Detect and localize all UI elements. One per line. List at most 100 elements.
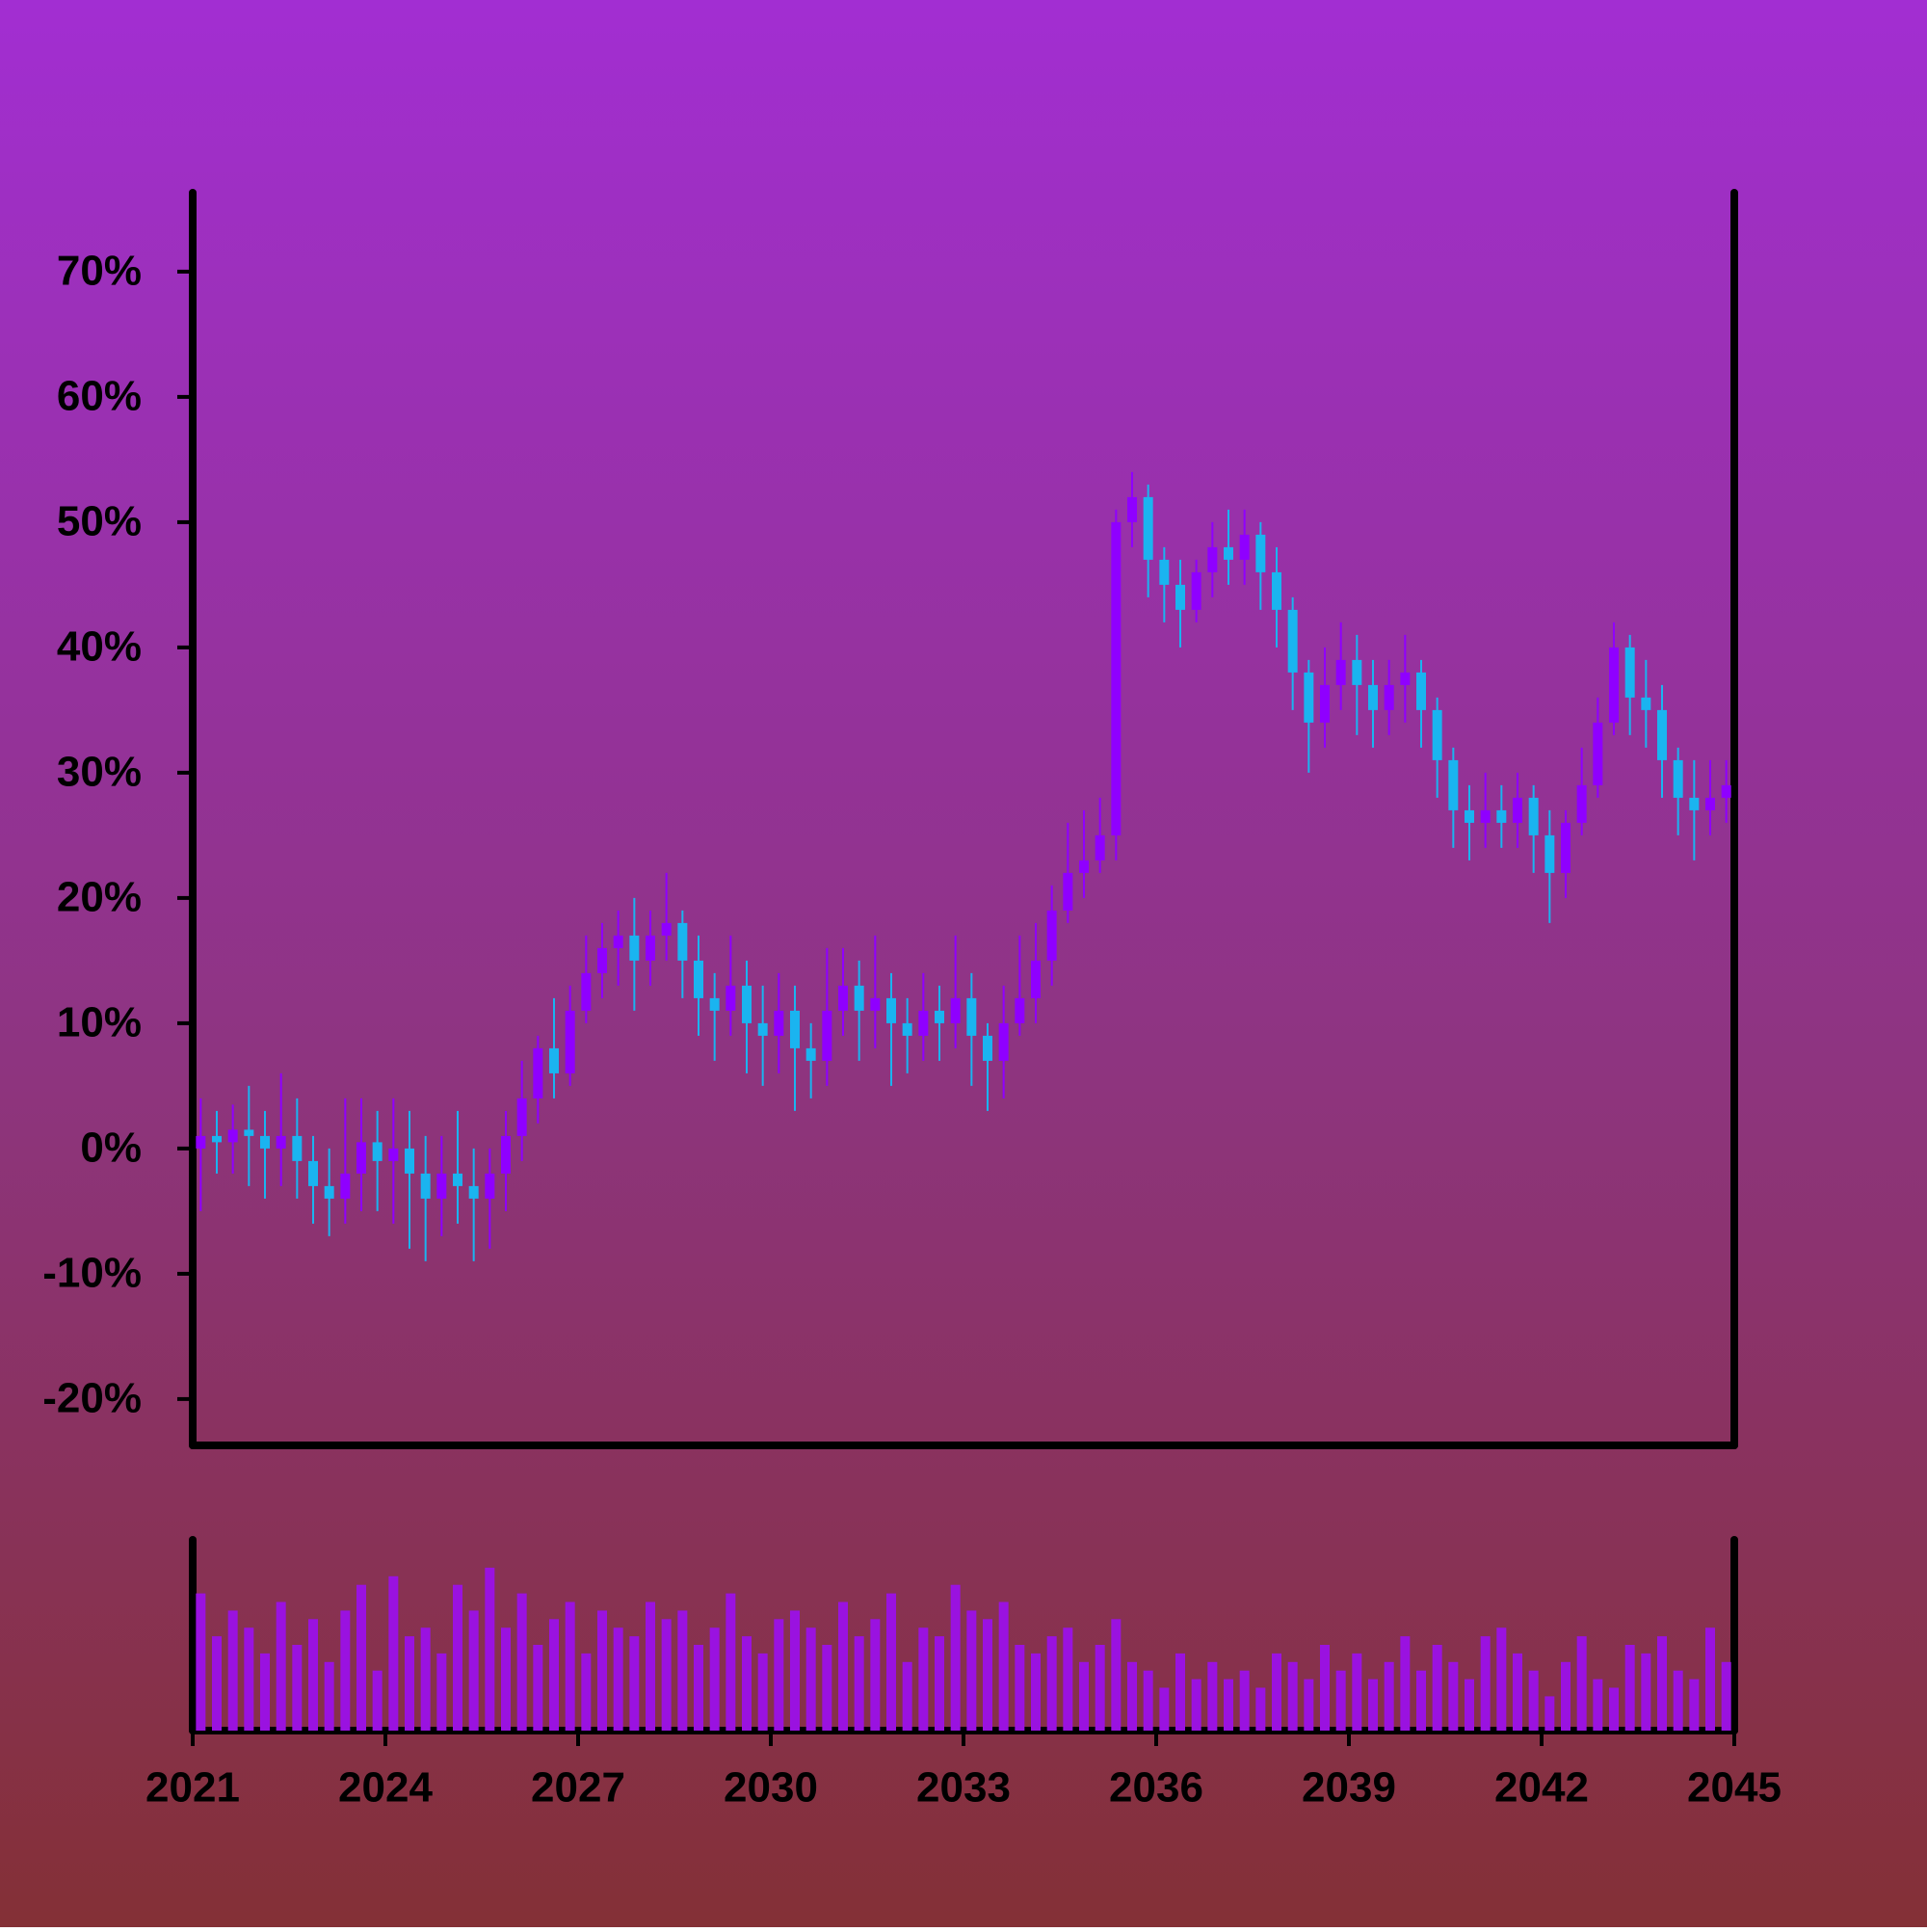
candle-body [1335, 659, 1346, 685]
candle-body [549, 1047, 559, 1073]
candle-body [581, 972, 592, 1011]
candle-body [1175, 584, 1185, 610]
volume-bar [405, 1636, 414, 1731]
candle-body [1448, 759, 1459, 810]
volume-bar [388, 1575, 399, 1731]
volume-bar [1561, 1661, 1571, 1731]
candle-body [1143, 496, 1153, 560]
volume-bar [1513, 1653, 1522, 1731]
candle-body [468, 1185, 479, 1199]
candle-body [854, 985, 864, 1011]
volume-bar [436, 1653, 447, 1731]
volume-bar [613, 1628, 623, 1731]
candle-body [1320, 684, 1330, 723]
candle-body [1015, 997, 1025, 1023]
candle-body [1432, 709, 1442, 760]
volume-bar [1448, 1661, 1459, 1731]
candle-body [1609, 647, 1619, 723]
volume-bar [1352, 1653, 1362, 1731]
candle-body [1079, 860, 1089, 873]
candle-body [1416, 672, 1426, 710]
volume-bar [1465, 1679, 1474, 1731]
volume-bar [950, 1584, 961, 1731]
volume-bar [805, 1628, 816, 1731]
candle-body [1046, 910, 1057, 961]
y-tick-label: 30% [57, 749, 142, 796]
volume-bar [661, 1619, 672, 1731]
candle-body [227, 1129, 238, 1143]
candle-body [485, 1173, 495, 1199]
candle-body [1304, 672, 1314, 723]
volume-bar [1175, 1653, 1185, 1731]
candle-body [1593, 722, 1603, 785]
volume-bar [790, 1610, 800, 1731]
volume-bar [533, 1645, 543, 1731]
x-tick-label: 2024 [338, 1764, 433, 1812]
volume-bar [774, 1619, 784, 1731]
volume-bar [1031, 1653, 1041, 1731]
candle-body [774, 1010, 784, 1036]
candle-body [646, 935, 655, 961]
candle-body [276, 1135, 286, 1149]
candle-body [757, 1022, 768, 1036]
volume-bar [308, 1619, 318, 1731]
volume-bar [822, 1645, 832, 1731]
candle-body [998, 1022, 1009, 1061]
volume-bar [1191, 1679, 1201, 1731]
candle-body [1111, 521, 1122, 835]
candle-body [1657, 709, 1667, 760]
candle-body [661, 922, 672, 936]
candle-body [1721, 784, 1731, 798]
candle-body [308, 1160, 318, 1186]
candle-body [838, 985, 848, 1011]
volume-bar [516, 1593, 527, 1731]
volume-bar [1400, 1636, 1411, 1731]
x-tick-label: 2021 [145, 1764, 240, 1812]
volume-bar [935, 1636, 944, 1731]
volume-bar [1143, 1670, 1153, 1731]
candle-body [805, 1047, 816, 1061]
volume-bar [983, 1619, 992, 1731]
y-tick-label: 10% [57, 999, 142, 1046]
volume-bar [453, 1584, 462, 1731]
candle-body [1127, 496, 1137, 522]
volume-bar [677, 1610, 688, 1731]
candle-body [1287, 609, 1298, 673]
candle-body [983, 1035, 992, 1061]
volume-bar [1079, 1661, 1089, 1731]
candle-body [1272, 571, 1281, 610]
volume-bar [196, 1593, 206, 1731]
candle-body [1063, 872, 1073, 911]
volume-bar [726, 1593, 736, 1731]
volume-bar [1528, 1670, 1539, 1731]
candle-body [1255, 534, 1266, 572]
volume-bar [1304, 1679, 1314, 1731]
volume-bar [1320, 1645, 1330, 1731]
candle-body [1224, 546, 1233, 560]
volume-bar [854, 1636, 864, 1731]
volume-bar [870, 1619, 881, 1731]
volume-bar [324, 1661, 334, 1731]
volume-bar [549, 1619, 559, 1731]
x-tick-label: 2036 [1109, 1764, 1203, 1812]
candle-body [1624, 647, 1635, 698]
volume-bar [742, 1636, 752, 1731]
candle-body [950, 997, 961, 1023]
candle-body [244, 1129, 254, 1136]
volume-bar [356, 1584, 366, 1731]
volume-bar [1368, 1679, 1378, 1731]
candle-body [533, 1047, 543, 1098]
volume-bar [340, 1610, 351, 1731]
candle-body [1513, 797, 1522, 823]
volume-bar [902, 1661, 912, 1731]
candle-body [597, 947, 607, 973]
candle-body [726, 985, 736, 1011]
candle-body [886, 997, 896, 1023]
volume-bar [838, 1601, 848, 1731]
volume-bar [757, 1653, 768, 1731]
volume-bar [1063, 1628, 1073, 1731]
candle-body [822, 1010, 832, 1061]
candle-body [565, 1010, 575, 1073]
volume-bar [1416, 1670, 1426, 1731]
volume-bar [565, 1601, 575, 1731]
